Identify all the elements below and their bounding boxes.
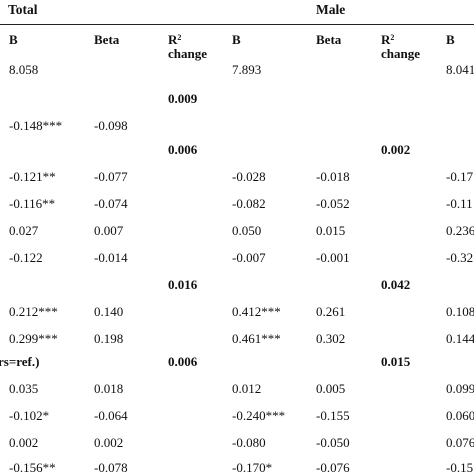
cell-t-beta: 0.002 xyxy=(94,435,124,450)
cell-t-b: 0.035 xyxy=(9,381,39,396)
cell-t-b: 0.299*** xyxy=(9,331,58,346)
cell-t-beta: 0.140 xyxy=(94,304,124,319)
cell-m-b: 0.412*** xyxy=(232,304,281,319)
cell-m-beta: 0.302 xyxy=(316,331,346,346)
cell-f-b: 0.144 xyxy=(446,331,474,346)
cell-t-beta: 0.198 xyxy=(94,331,124,346)
cell-m-b: -0.082 xyxy=(232,196,266,211)
cell-t-beta: -0.078 xyxy=(94,460,128,475)
cell-m-b: 0.012 xyxy=(232,381,262,396)
header-male-beta: Beta xyxy=(316,32,342,47)
group-title-total: Total xyxy=(8,2,38,17)
cell-t-beta: -0.014 xyxy=(94,250,128,265)
cell-t-b: -0.148*** xyxy=(9,118,63,133)
cell-f-b: 0.099 xyxy=(446,381,474,396)
cell-f-b: -0.11 xyxy=(446,196,473,211)
cell-t-beta: -0.064 xyxy=(94,408,128,423)
cell-m-b: -0.170* xyxy=(232,460,273,475)
cell-t-r2: 0.006 xyxy=(168,142,198,157)
rule-total xyxy=(0,24,258,25)
cell-m-r2: 0.002 xyxy=(381,142,411,157)
cell-m-beta: 0.261 xyxy=(316,304,346,319)
cell-f-b: -0.17 xyxy=(446,169,474,184)
cell-f-b: -0.32 xyxy=(446,250,474,265)
cell-f-b: 0.236 xyxy=(446,223,474,238)
header-male-b: B xyxy=(232,32,241,47)
cell-f-b: -0.15 xyxy=(446,460,474,475)
cell-t-b: -0.121** xyxy=(9,169,56,184)
cell-m-b: 7.893 xyxy=(232,62,262,77)
header-total-beta: Beta xyxy=(94,32,120,47)
cell-m-b: 0.050 xyxy=(232,223,262,238)
cell-m-beta: -0.001 xyxy=(316,250,350,265)
cell-t-r2: 0.006 xyxy=(168,354,198,369)
cell-t-beta: -0.077 xyxy=(94,169,128,184)
cell-m-beta: -0.155 xyxy=(316,408,350,423)
r2-superscript: 2 xyxy=(177,33,182,42)
cell-m-b: -0.007 xyxy=(232,250,266,265)
cell-f-b: 8.041 xyxy=(446,62,474,77)
cell-t-beta: -0.098 xyxy=(94,118,128,133)
cell-m-r2: 0.015 xyxy=(381,354,411,369)
cell-m-beta: -0.076 xyxy=(316,460,350,475)
cell-m-b: -0.080 xyxy=(232,435,266,450)
cell-m-beta: 0.015 xyxy=(316,223,346,238)
cell-m-r2: 0.042 xyxy=(381,277,411,292)
cell-t-b: -0.122 xyxy=(9,250,43,265)
cell-t-beta: 0.018 xyxy=(94,381,124,396)
rule-male xyxy=(228,24,474,25)
cell-m-b: -0.240*** xyxy=(232,408,286,423)
cell-t-b: 8.058 xyxy=(9,62,39,77)
r2-symbol: R xyxy=(168,32,178,47)
cell-m-beta: 0.005 xyxy=(316,381,346,396)
cell-t-b: 0.212*** xyxy=(9,304,58,319)
cell-m-beta: -0.050 xyxy=(316,435,350,450)
cell-t-r2: 0.016 xyxy=(168,277,198,292)
header-male-r2: R2 change xyxy=(381,33,420,61)
header-total-b: B xyxy=(9,32,18,47)
cell-t-r2: 0.009 xyxy=(168,91,198,106)
header-total-r2: R2 change xyxy=(168,33,207,61)
cell-f-b: 0.076 xyxy=(446,435,474,450)
header-female-b: B xyxy=(446,32,455,47)
group-title-male: Male xyxy=(316,2,346,17)
cell-t-beta: 0.007 xyxy=(94,223,124,238)
cell-t-b: -0.116** xyxy=(9,196,56,211)
r2-symbol: R xyxy=(381,32,391,47)
r2-change-label: change xyxy=(168,46,207,61)
cell-t-b: rs=ref.) xyxy=(0,354,40,369)
cell-m-beta: -0.018 xyxy=(316,169,350,184)
r2-change-label: change xyxy=(381,46,420,61)
cell-t-b: -0.102* xyxy=(9,408,50,423)
cell-t-b: 0.002 xyxy=(9,435,39,450)
cell-m-b: -0.028 xyxy=(232,169,266,184)
cell-f-b: 0.108 xyxy=(446,304,474,319)
cell-m-beta: -0.052 xyxy=(316,196,350,211)
cell-t-beta: -0.074 xyxy=(94,196,128,211)
r2-superscript: 2 xyxy=(390,33,395,42)
cell-f-b: 0.060 xyxy=(446,408,474,423)
cell-t-b: -0.156** xyxy=(9,460,56,475)
cell-t-b: 0.027 xyxy=(9,223,39,238)
cell-m-b: 0.461*** xyxy=(232,331,281,346)
